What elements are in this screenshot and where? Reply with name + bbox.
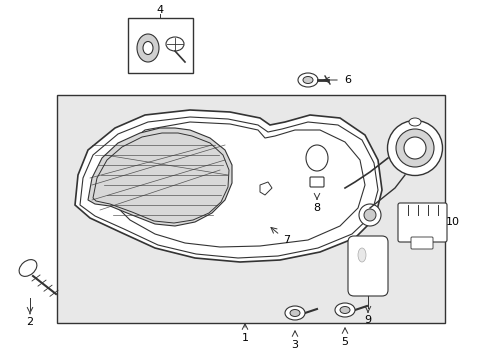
Ellipse shape (408, 118, 420, 126)
Ellipse shape (403, 137, 425, 159)
Ellipse shape (363, 209, 375, 221)
Text: 3: 3 (291, 340, 298, 350)
Ellipse shape (297, 73, 317, 87)
Ellipse shape (334, 303, 354, 317)
Polygon shape (88, 128, 231, 226)
Ellipse shape (289, 310, 299, 316)
Text: 7: 7 (283, 235, 290, 245)
Ellipse shape (303, 77, 312, 84)
Polygon shape (105, 122, 364, 247)
Ellipse shape (165, 37, 183, 51)
Text: 2: 2 (26, 317, 34, 327)
Text: 6: 6 (344, 75, 351, 85)
Text: 5: 5 (341, 337, 348, 347)
Ellipse shape (305, 145, 327, 171)
Text: 9: 9 (364, 315, 371, 325)
Ellipse shape (358, 204, 380, 226)
Text: 4: 4 (156, 5, 163, 15)
Ellipse shape (285, 306, 305, 320)
Ellipse shape (19, 260, 37, 276)
Ellipse shape (339, 306, 349, 314)
Bar (128, 18, 193, 73)
FancyBboxPatch shape (309, 177, 324, 187)
Ellipse shape (142, 41, 153, 54)
Ellipse shape (395, 129, 433, 167)
Text: 1: 1 (241, 333, 248, 343)
Polygon shape (260, 182, 271, 195)
Ellipse shape (357, 248, 365, 262)
Bar (57, 95, 444, 323)
Text: 8: 8 (313, 203, 320, 213)
FancyBboxPatch shape (410, 237, 432, 249)
Ellipse shape (386, 121, 442, 175)
Text: 10: 10 (445, 217, 459, 227)
Ellipse shape (137, 34, 159, 62)
FancyBboxPatch shape (397, 203, 446, 242)
Polygon shape (75, 110, 381, 262)
FancyBboxPatch shape (347, 236, 387, 296)
